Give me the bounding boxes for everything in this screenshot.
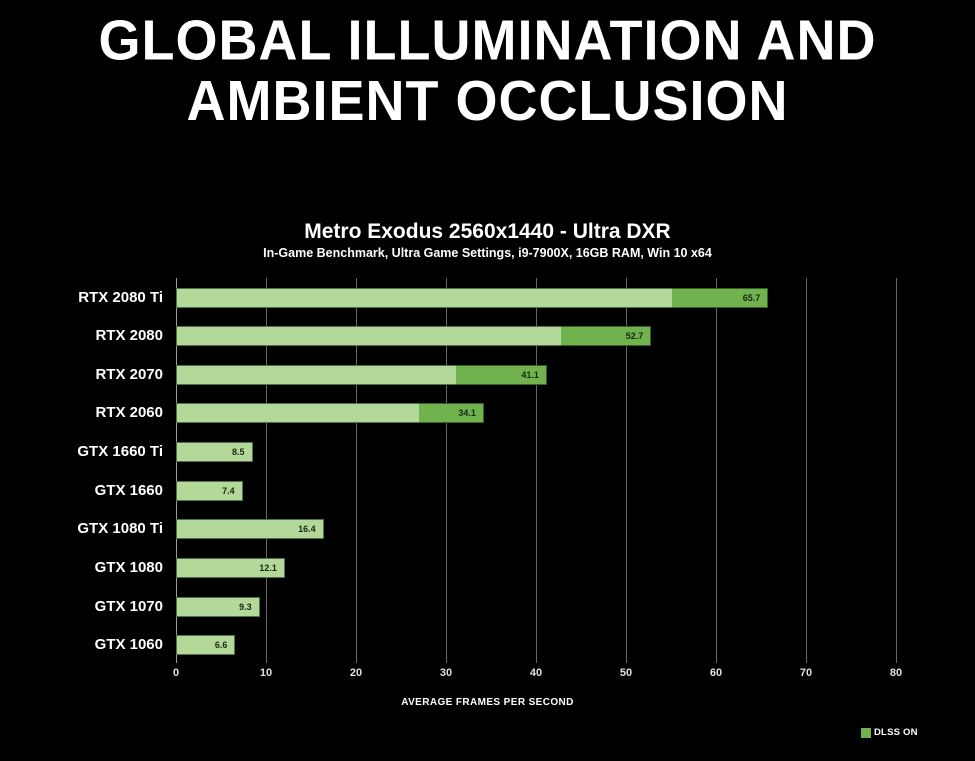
- x-tick-label-40: 40: [529, 667, 543, 679]
- x-tick-label-70: 70: [799, 667, 813, 679]
- x-tick-label-20: 20: [349, 667, 363, 679]
- category-label-gtx-1080-ti: GTX 1080 Ti: [77, 520, 163, 538]
- x-tick-label-80: 80: [889, 667, 903, 679]
- bar-dlss-segment: 34.1: [419, 403, 484, 424]
- x-tick-label-0: 0: [172, 667, 180, 679]
- x-tick-label-30: 30: [439, 667, 453, 679]
- bar-rtx-2080-ti: 65.7: [176, 287, 769, 308]
- bar-dlss-segment: 41.1: [456, 364, 547, 385]
- chart-title: Metro Exodus 2560x1440 - Ultra DXR: [304, 220, 671, 243]
- gridline-x-0: [176, 278, 177, 663]
- chart-subtitle: In-Game Benchmark, Ultra Game Settings, …: [263, 246, 712, 260]
- page-title-line1: GLOBAL ILLUMINATION AND: [98, 8, 877, 72]
- page-title-line2: AMBIENT OCCLUSION: [186, 69, 789, 133]
- gridline-x-40: [536, 278, 537, 663]
- bar-rtx-2060: 34.1: [176, 403, 484, 424]
- category-label-gtx-1660-ti: GTX 1660 Ti: [77, 443, 163, 461]
- gridline-x-80: [896, 278, 897, 663]
- legend-label: DLSS ON: [874, 727, 918, 738]
- category-label-gtx-1060: GTX 1060: [94, 636, 163, 654]
- category-label-gtx-1660: GTX 1660: [94, 481, 163, 499]
- bar-dlss-segment: 65.7: [672, 287, 769, 308]
- gridline-x-70: [806, 278, 807, 663]
- bar-gtx-1060: 6.6: [176, 635, 236, 656]
- x-tick-label-60: 60: [709, 667, 723, 679]
- bar-gtx-1660-ti: 8.5: [176, 442, 253, 463]
- bar-value-label: 41.1: [521, 369, 539, 380]
- bar-value-label: 65.7: [742, 292, 761, 303]
- bar-value-label: 7.4: [222, 485, 235, 496]
- bar-value-label: 12.1: [259, 563, 277, 574]
- bar-rtx-2070: 41.1: [176, 364, 547, 385]
- gridline-x-10: [266, 278, 267, 663]
- gridline-x-20: [356, 278, 357, 663]
- category-label-rtx-2080-ti: RTX 2080 Ti: [78, 288, 163, 306]
- bar-gtx-1080: 12.1: [176, 558, 285, 579]
- legend: DLSS ON: [861, 727, 918, 738]
- page-title: GLOBAL ILLUMINATION AND AMBIENT OCCLUSIO…: [0, 10, 975, 132]
- category-label-gtx-1070: GTX 1070: [94, 597, 163, 615]
- legend-color-swatch-icon: [861, 727, 871, 738]
- category-label-rtx-2080: RTX 2080: [95, 327, 163, 345]
- bar-value-label: 6.6: [214, 640, 228, 651]
- x-tick-label-10: 10: [259, 667, 273, 679]
- gridline-x-30: [446, 278, 447, 663]
- bar-gtx-1660: 7.4: [176, 480, 243, 501]
- bar-gtx-1070: 9.3: [176, 596, 260, 617]
- category-label-rtx-2070: RTX 2070: [95, 365, 163, 383]
- bar-value-label: 9.3: [239, 601, 252, 612]
- gridline-x-50: [626, 278, 627, 663]
- x-tick-label-50: 50: [619, 667, 633, 679]
- bar-value-label: 34.1: [458, 408, 476, 419]
- bar-dlss-segment: 52.7: [561, 326, 652, 347]
- x-axis-title: AVERAGE FRAMES PER SECOND: [401, 697, 574, 708]
- plot-area: 65.7 52.7 41.1 34.1 8.5 7.4 16.4 12.1 9.3 6.6: [176, 278, 897, 663]
- category-label-gtx-1080: GTX 1080: [94, 559, 163, 577]
- category-label-rtx-2060: RTX 2060: [95, 404, 163, 422]
- bar-gtx-1080-ti: 16.4: [176, 519, 324, 540]
- bar-value-label: 16.4: [298, 524, 316, 535]
- bar-rtx-2080: 52.7: [176, 326, 652, 347]
- bar-value-label: 8.5: [231, 447, 245, 458]
- bar-value-label: 52.7: [625, 331, 644, 342]
- gridline-x-60: [716, 278, 717, 663]
